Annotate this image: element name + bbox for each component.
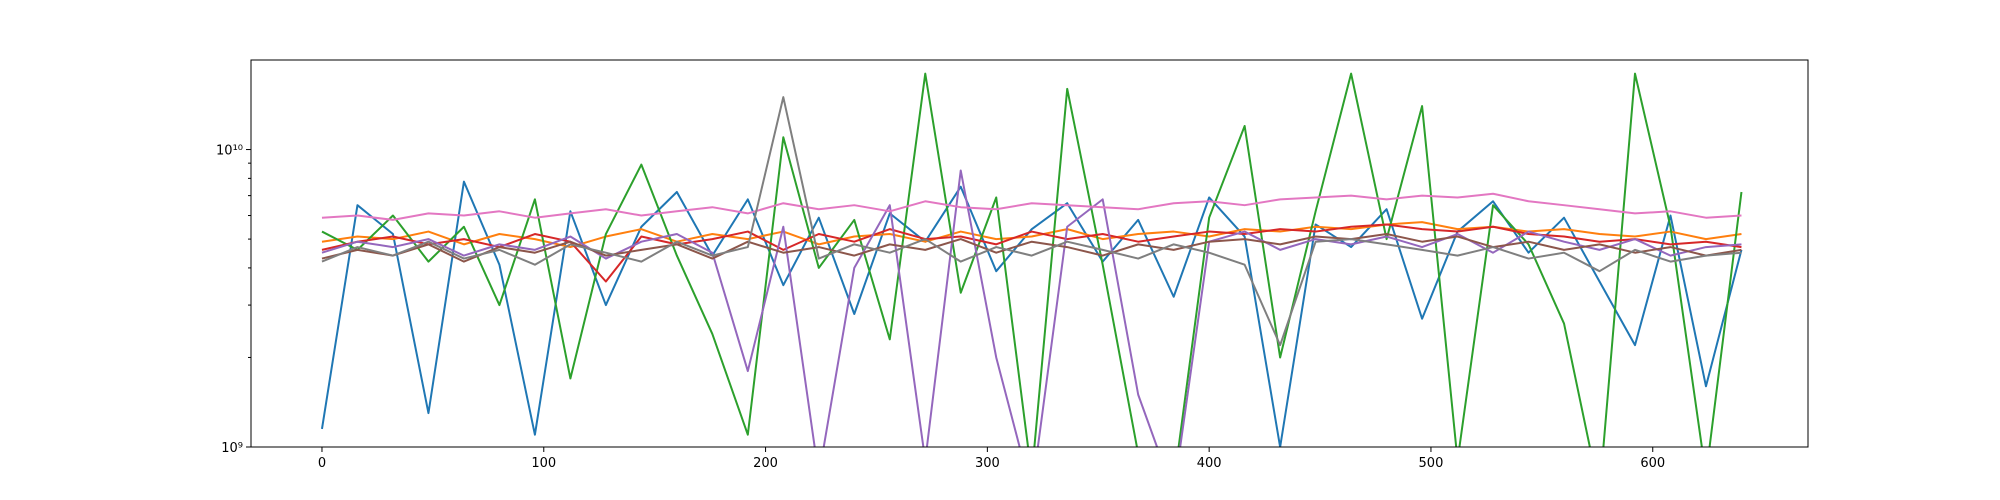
series-line bbox=[321, 72, 1743, 447]
plot-frame bbox=[250, 59, 1809, 448]
plot-lines bbox=[320, 72, 1743, 447]
x-tick-label: 400 bbox=[1197, 456, 1222, 471]
series-line bbox=[321, 233, 1742, 263]
x-tick-label: 100 bbox=[531, 456, 556, 471]
x-tick-label: 500 bbox=[1419, 456, 1444, 471]
series-line bbox=[321, 169, 1742, 447]
y-tick-label: 10⁹ bbox=[221, 441, 243, 456]
series-line bbox=[320, 180, 1743, 447]
x-tick-label: 0 bbox=[318, 456, 326, 471]
series-line bbox=[321, 192, 1742, 221]
x-tick-label: 300 bbox=[975, 456, 1000, 471]
y-tick-label: 10¹⁰ bbox=[216, 144, 243, 159]
x-tick-label: 600 bbox=[1640, 456, 1665, 471]
series-line bbox=[321, 96, 1742, 347]
series-line bbox=[321, 223, 1742, 283]
x-tick-label: 200 bbox=[753, 456, 778, 471]
